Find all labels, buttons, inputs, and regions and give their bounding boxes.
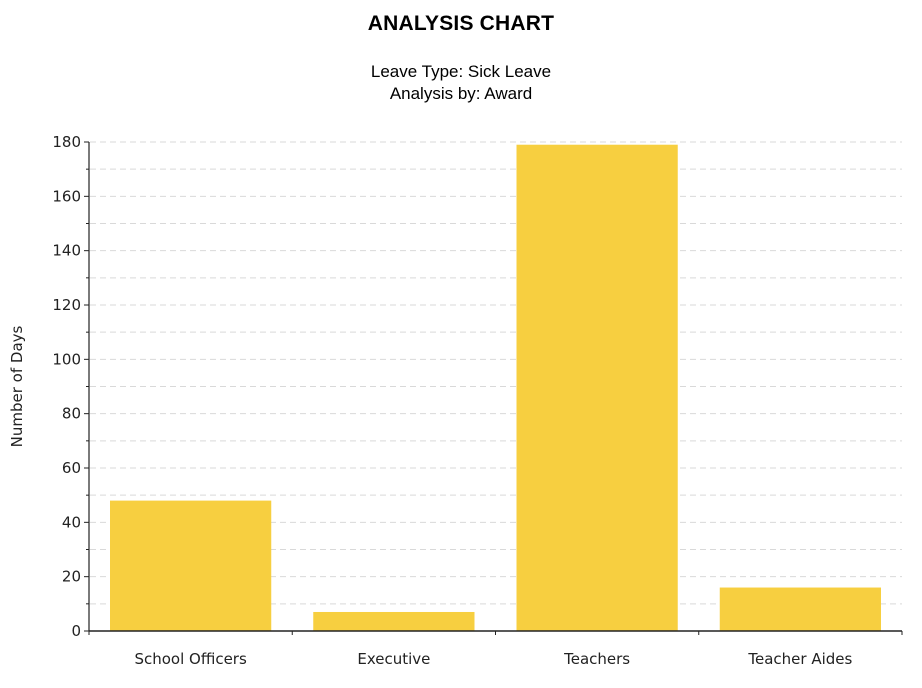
bar-teachers	[516, 144, 678, 631]
y-tick-label: 120	[52, 296, 81, 314]
y-tick-label: 40	[62, 513, 81, 531]
y-tick-label: 160	[52, 187, 81, 205]
y-tick-label: 180	[52, 133, 81, 151]
chart-title: ANALYSIS CHART	[367, 12, 555, 35]
y-tick-label: 140	[52, 242, 81, 260]
y-tick-label: 20	[62, 568, 81, 586]
x-tick-label: Executive	[357, 650, 430, 668]
x-tick-label: School Officers	[134, 650, 247, 668]
y-tick-label: 60	[62, 459, 81, 477]
x-tick-label: Teacher Aides	[747, 650, 852, 668]
bar-teacher-aides	[719, 587, 881, 631]
y-axis-title: Number of Days	[8, 325, 26, 447]
y-tick-label: 100	[52, 350, 81, 368]
x-tick-label: Teachers	[563, 650, 630, 668]
bar-school-officers	[110, 500, 272, 631]
chart-subtitle-analysis-by: Analysis by: Award	[389, 84, 533, 103]
bar-executive	[313, 611, 475, 631]
y-tick-label: 80	[62, 405, 81, 423]
y-tick-label: 0	[71, 622, 81, 640]
chart-subtitle-leave-type: Leave Type: Sick Leave	[370, 62, 552, 81]
